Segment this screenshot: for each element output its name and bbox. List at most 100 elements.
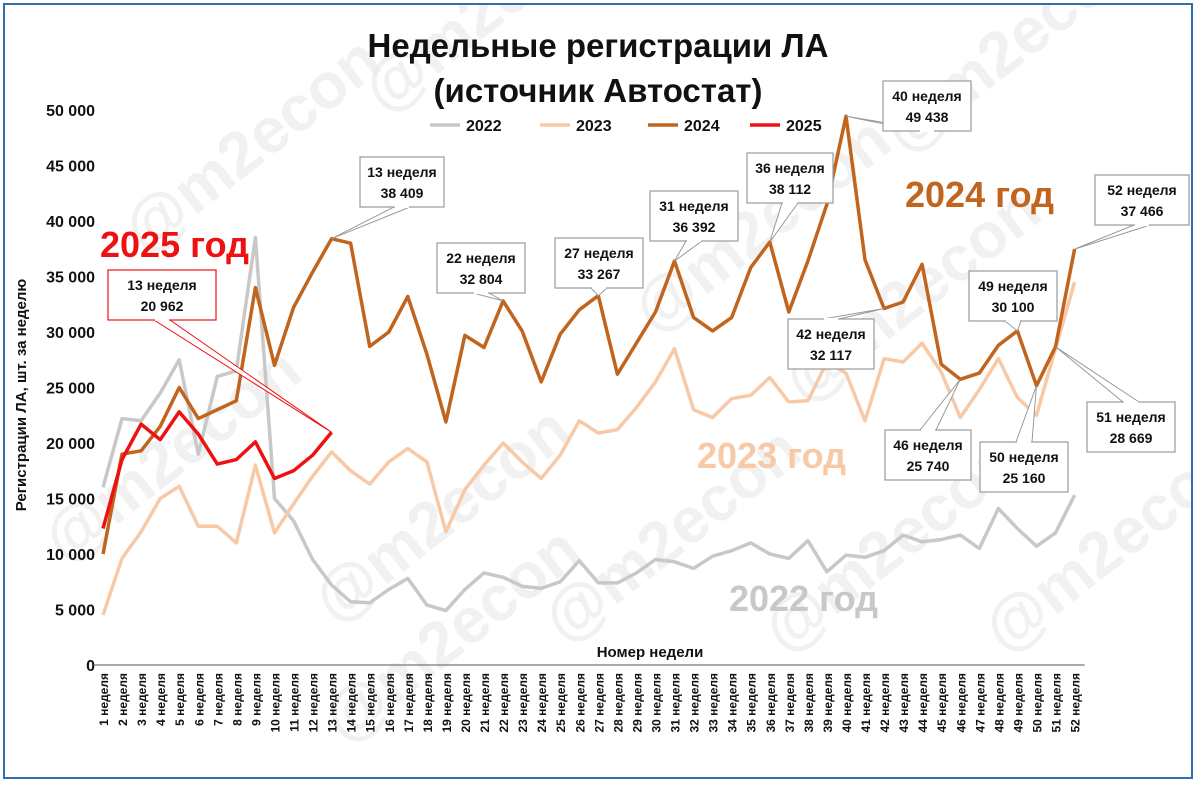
callout-week: 27 неделя <box>564 245 633 261</box>
x-tick-label: 23 неделя <box>516 673 530 733</box>
callout-gap <box>592 286 606 289</box>
legend-label-2023: 2023 <box>576 118 612 135</box>
x-tick-label: 36 неделя <box>764 673 778 733</box>
callout-pointer <box>589 287 609 297</box>
y-axis: 0 5 000 10 000 15 000 20 000 25 000 30 000 35 0… <box>46 103 95 675</box>
x-tick-label: 19 неделя <box>440 673 454 733</box>
x-tick-label: 27 неделя <box>592 673 606 733</box>
x-tick-label: 38 неделя <box>802 673 816 733</box>
x-tick-label: 8 неделя <box>230 673 244 726</box>
x-tick-label: 32 неделя <box>688 673 702 733</box>
callout-pointer <box>331 206 411 240</box>
y-tick-label: 50 000 <box>46 103 95 120</box>
x-tick-label: 26 неделя <box>573 673 587 733</box>
callout-gap <box>155 318 169 321</box>
callout-gap <box>474 291 488 294</box>
y-tick-label: 25 000 <box>46 381 95 398</box>
x-tick-label: 50 неделя <box>1030 673 1044 733</box>
x-tick-label: 37 неделя <box>783 673 797 733</box>
series-line-2022 <box>101 235 1077 613</box>
x-tick-label: 12 неделя <box>307 673 321 733</box>
x-tick-label: 31 неделя <box>669 673 683 733</box>
x-tick-label: 4 неделя <box>154 673 168 726</box>
callout-pointer <box>1015 385 1037 443</box>
x-tick-label: 49 неделя <box>1011 673 1025 733</box>
callout-box <box>107 269 217 321</box>
callout-gap <box>1135 223 1149 226</box>
callout-week: 22 неделя <box>446 250 515 266</box>
callout-box <box>787 318 875 370</box>
callout-week: 50 неделя <box>989 449 1058 465</box>
callout-value: 30 100 <box>992 299 1035 315</box>
y-tick-label: 30 000 <box>46 325 95 342</box>
callout-value: 37 466 <box>1121 203 1164 219</box>
callout-week: 51 неделя <box>1096 409 1165 425</box>
x-tick-label: 18 неделя <box>421 673 435 733</box>
callout-gap <box>395 205 409 208</box>
x-tick-label: 42 неделя <box>878 673 892 733</box>
callout-week: 42 неделя <box>796 326 865 342</box>
callout-box <box>884 429 972 481</box>
callout-layer: 13 неделя 38 409 22 неделя 32 804 27 неделя 3… <box>107 80 1190 493</box>
legend-label-2022: 2022 <box>466 118 502 135</box>
x-tick-label: 20 неделя <box>459 673 473 733</box>
x-tick-label: 29 неделя <box>630 673 644 733</box>
callout-value: 38 112 <box>769 181 811 197</box>
x-tick-label: 10 неделя <box>268 673 282 733</box>
x-tick-label: 35 неделя <box>745 673 759 733</box>
x-tick-label: 11 неделя <box>288 673 302 732</box>
callout-gap <box>1124 401 1138 404</box>
callout-value: 33 267 <box>578 266 621 282</box>
callout-pointer <box>1003 320 1022 332</box>
chart-title-line1: Недельные регистрации ЛА <box>368 27 829 64</box>
x-tick-label: 33 неделя <box>707 673 721 733</box>
x-tick-label: 3 неделя <box>135 673 149 726</box>
line-chart: @m2econ@m2econ@m2econ@m2econ@m2econ @m2ec… <box>13 0 1200 756</box>
callout-box <box>746 152 834 204</box>
year-label-2022: 2022 год <box>729 578 878 619</box>
series-layer <box>101 114 1077 616</box>
callout-value: 20 962 <box>141 298 184 314</box>
x-tick-label: 34 неделя <box>726 673 740 733</box>
x-tick-label: 16 неделя <box>383 673 397 733</box>
x-tick-label: 5 неделя <box>173 673 187 726</box>
series-line-2025 <box>101 410 333 529</box>
legend-label-2024: 2024 <box>684 118 720 135</box>
x-tick-label: 43 неделя <box>897 673 911 733</box>
x-axis-label: Номер недели <box>597 644 704 661</box>
x-tick-label: 30 неделя <box>649 673 663 733</box>
y-axis-label: Регистрации ЛА, шт. за неделю <box>13 279 30 512</box>
y-tick-label: 0 <box>86 658 95 675</box>
callout-gap <box>1017 441 1031 444</box>
chart-legend: 2022 2023 2024 2025 <box>430 118 822 135</box>
callout-value: 36 392 <box>673 219 716 235</box>
callout-week: 52 неделя <box>1107 182 1176 198</box>
x-tick-label: 7 неделя <box>211 673 225 726</box>
callout-week: 31 неделя <box>659 198 728 214</box>
y-tick-label: 15 000 <box>46 492 95 509</box>
callout-box <box>1086 401 1176 453</box>
x-tick-label: 52 неделя <box>1069 673 1083 733</box>
chart-title-line2: (источник Автостат) <box>434 72 763 109</box>
x-tick-label: 15 неделя <box>364 673 378 733</box>
callout-box <box>968 270 1058 322</box>
y-tick-label: 20 000 <box>46 436 95 453</box>
x-tick-label: 45 неделя <box>935 673 949 733</box>
x-tick-label: 24 неделя <box>535 673 549 733</box>
callout-box <box>436 242 526 294</box>
callout-value: 28 669 <box>1110 430 1153 446</box>
x-tick-label: 48 неделя <box>992 673 1006 733</box>
x-tick-label: 14 неделя <box>345 673 359 733</box>
x-tick-label: 39 неделя <box>821 673 835 733</box>
callout-pointer <box>1074 224 1151 250</box>
callout-gap <box>824 318 838 321</box>
y-tick-label: 5 000 <box>55 603 95 620</box>
callout-pointer <box>472 292 504 302</box>
callout-box <box>882 80 972 132</box>
callout-week: 46 неделя <box>893 437 962 453</box>
year-label-2025: 2025 год <box>100 224 249 265</box>
callout-value: 25 740 <box>907 458 950 474</box>
callout-gap <box>1006 319 1020 322</box>
callout-box <box>359 156 445 208</box>
callout-box <box>979 441 1069 493</box>
